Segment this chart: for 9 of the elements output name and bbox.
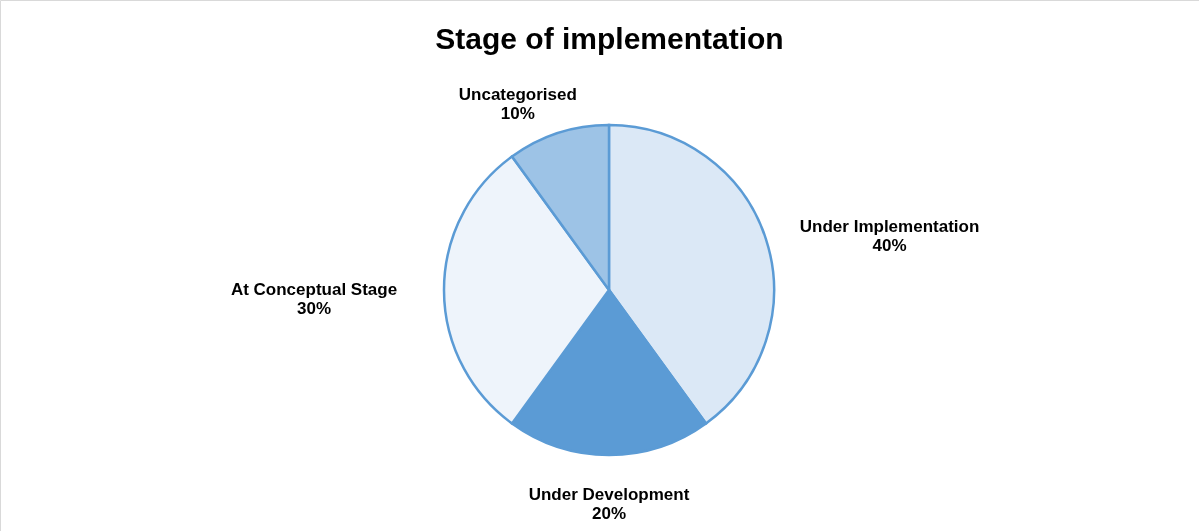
- data-label: 20%: [591, 504, 627, 523]
- data-label: 10%: [500, 104, 535, 124]
- slice-label: Uncategorised: [458, 85, 577, 105]
- data-label: 30%: [296, 299, 332, 318]
- slice-label: At Conceptual Stage: [230, 280, 398, 299]
- slice-label: Under Implementation: [799, 216, 980, 236]
- data-label: 40%: [872, 235, 907, 255]
- slice-label: Under Development: [528, 485, 690, 504]
- chart-title: Stage of implementation: [435, 22, 784, 55]
